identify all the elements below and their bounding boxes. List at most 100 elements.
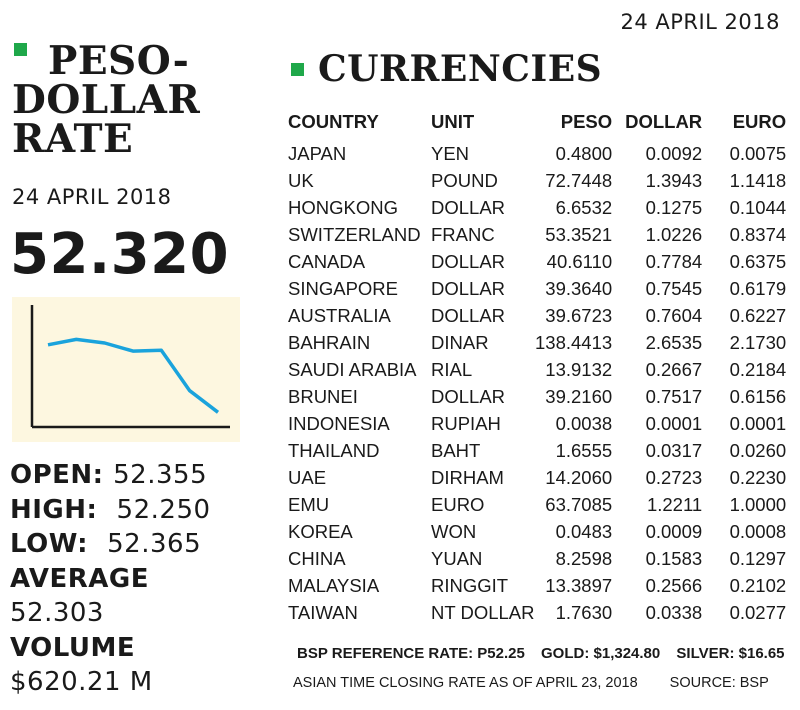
cell-country: AUSTRALIA (288, 304, 391, 326)
title-line-2: DOLLAR (12, 77, 201, 123)
cell-dollar: 0.1275 (645, 196, 703, 218)
table-row: HONGKONG DOLLAR 6.6532 0.1275 0.1044 (288, 194, 786, 221)
cell-dollar: 0.0092 (645, 142, 703, 164)
cell-unit: DIRHAM (431, 466, 504, 488)
currency-table: COUNTRY UNIT PESO DOLLAR EURO JAPAN YEN 0.… (288, 104, 786, 626)
current-rate: 52.320 (10, 222, 230, 287)
rate-stats: OPEN: 52.355 HIGH: 52.250 LOW: 52.365 AV… (10, 458, 211, 700)
peso-dollar-title: PESO- DOLLAR RATE (12, 42, 200, 159)
table-row: AUSTRALIA DOLLAR 39.6723 0.7604 0.6227 (288, 302, 786, 329)
cell-peso: 39.6723 (545, 304, 613, 326)
average-label: AVERAGE (10, 563, 149, 594)
cell-dollar: 0.2667 (645, 358, 703, 380)
cell-euro: 0.6156 (729, 385, 787, 407)
cell-unit: FRANC (431, 223, 495, 245)
cell-country: SINGAPORE (288, 277, 398, 299)
rate-chart-svg (30, 305, 230, 429)
cell-unit: DOLLAR (431, 304, 506, 326)
source-note: SOURCE: BSP (669, 675, 769, 691)
table-row: JAPAN YEN 0.4800 0.0092 0.0075 (288, 140, 786, 167)
cell-country: TAIWAN (288, 601, 358, 623)
high-label: HIGH: (10, 494, 98, 525)
cell-euro: 1.0000 (729, 493, 787, 515)
table-row: CANADA DOLLAR 40.6110 0.7784 0.6375 (288, 248, 786, 275)
cell-dollar: 0.0338 (645, 601, 703, 623)
cell-peso: 0.0038 (555, 412, 613, 434)
header-unit: UNIT (431, 111, 475, 132)
volume-label: VOLUME (10, 632, 136, 663)
table-row: KOREA WON 0.0483 0.0009 0.0008 (288, 518, 786, 545)
cell-country: INDONESIA (288, 412, 390, 434)
cell-dollar: 0.2723 (645, 466, 703, 488)
cell-country: KOREA (288, 520, 353, 542)
cell-country: BRUNEI (288, 385, 358, 407)
cell-country: SWITZERLAND (288, 223, 421, 245)
accent-square-icon (291, 63, 304, 76)
low-label: LOW: (10, 529, 89, 559)
low-value: 52.365 (107, 529, 202, 559)
table-row: THAILAND BAHT 1.6555 0.0317 0.0260 (288, 437, 786, 464)
cell-euro: 0.2102 (729, 574, 787, 596)
open-label: OPEN: (10, 460, 104, 490)
cell-peso: 6.6532 (555, 196, 613, 218)
cell-unit: DOLLAR (431, 196, 506, 218)
closing-note: ASIAN TIME CLOSING RATE AS OF APRIL 23, … (293, 675, 638, 691)
cell-dollar: 0.7517 (645, 385, 703, 407)
cell-dollar: 0.2566 (645, 574, 703, 596)
table-row: CHINA YUAN 8.2598 0.1583 0.1297 (288, 545, 786, 572)
cell-peso: 72.7448 (545, 169, 613, 191)
table-header-row: COUNTRY UNIT PESO DOLLAR EURO (288, 104, 786, 140)
cell-euro: 2.1730 (729, 331, 787, 353)
currencies-title: CURRENCIES (318, 48, 603, 90)
header-date: 24 APRIL 2018 (620, 10, 780, 34)
cell-euro: 0.0001 (729, 412, 787, 434)
header-dollar: DOLLAR (625, 111, 703, 132)
cell-euro: 0.8374 (729, 223, 787, 245)
table-row: UAE DIRHAM 14.2060 0.2723 0.2230 (288, 464, 786, 491)
cell-country: UAE (288, 466, 327, 488)
table-row: UK POUND 72.7448 1.3943 1.1418 (288, 167, 786, 194)
cell-country: CANADA (288, 250, 366, 272)
cell-country: MALAYSIA (288, 574, 380, 596)
cell-unit: EURO (431, 493, 485, 515)
bsp-rate: BSP REFERENCE RATE: P52.25 (297, 645, 525, 662)
title-line-1: PESO- (48, 38, 190, 84)
table-row: INDONESIA RUPIAH 0.0038 0.0001 0.0001 (288, 410, 786, 437)
reference-rates: BSP REFERENCE RATE: P52.25 GOLD: $1,324.… (297, 645, 797, 662)
cell-euro: 0.2184 (729, 358, 787, 380)
cell-unit: DOLLAR (431, 250, 506, 272)
table-row: BAHRAIN DINAR 138.4413 2.6535 2.1730 (288, 329, 786, 356)
rate-line (47, 337, 220, 414)
cell-peso: 14.2060 (545, 466, 613, 488)
cell-country: EMU (288, 493, 330, 515)
cell-dollar: 0.7545 (645, 277, 703, 299)
header-peso: PESO (560, 111, 613, 132)
cell-unit: DOLLAR (431, 385, 506, 407)
cell-country: HONGKONG (288, 196, 398, 218)
cell-dollar: 0.0317 (645, 439, 703, 461)
rate-chart (12, 297, 240, 442)
cell-dollar: 0.0001 (645, 412, 703, 434)
cell-unit: YEN (431, 142, 470, 164)
cell-country: UK (288, 169, 314, 191)
cell-euro: 0.6375 (729, 250, 787, 272)
table-row: TAIWAN NT DOLLAR 1.7630 0.0338 0.0277 (288, 599, 786, 626)
cell-dollar: 0.7784 (645, 250, 703, 272)
table-row: BRUNEI DOLLAR 39.2160 0.7517 0.6156 (288, 383, 786, 410)
cell-unit: YUAN (431, 547, 483, 569)
cell-euro: 0.6227 (729, 304, 787, 326)
cell-peso: 40.6110 (546, 250, 613, 272)
cell-unit: NT DOLLAR (431, 601, 535, 623)
high-row: HIGH: 52.250 (10, 493, 211, 528)
average-value: 52.303 (10, 598, 104, 628)
cell-peso: 138.4413 (535, 331, 613, 353)
cell-euro: 0.0260 (729, 439, 787, 461)
cell-peso: 1.7630 (555, 601, 613, 623)
header-country: COUNTRY (288, 111, 379, 132)
low-row: LOW: 52.365 (10, 527, 211, 562)
cell-euro: 0.0008 (729, 520, 787, 542)
open-value: 52.355 (113, 460, 208, 490)
table-row: EMU EURO 63.7085 1.2211 1.0000 (288, 491, 786, 518)
cell-peso: 53.3521 (545, 223, 613, 245)
cell-dollar: 0.1583 (645, 547, 703, 569)
